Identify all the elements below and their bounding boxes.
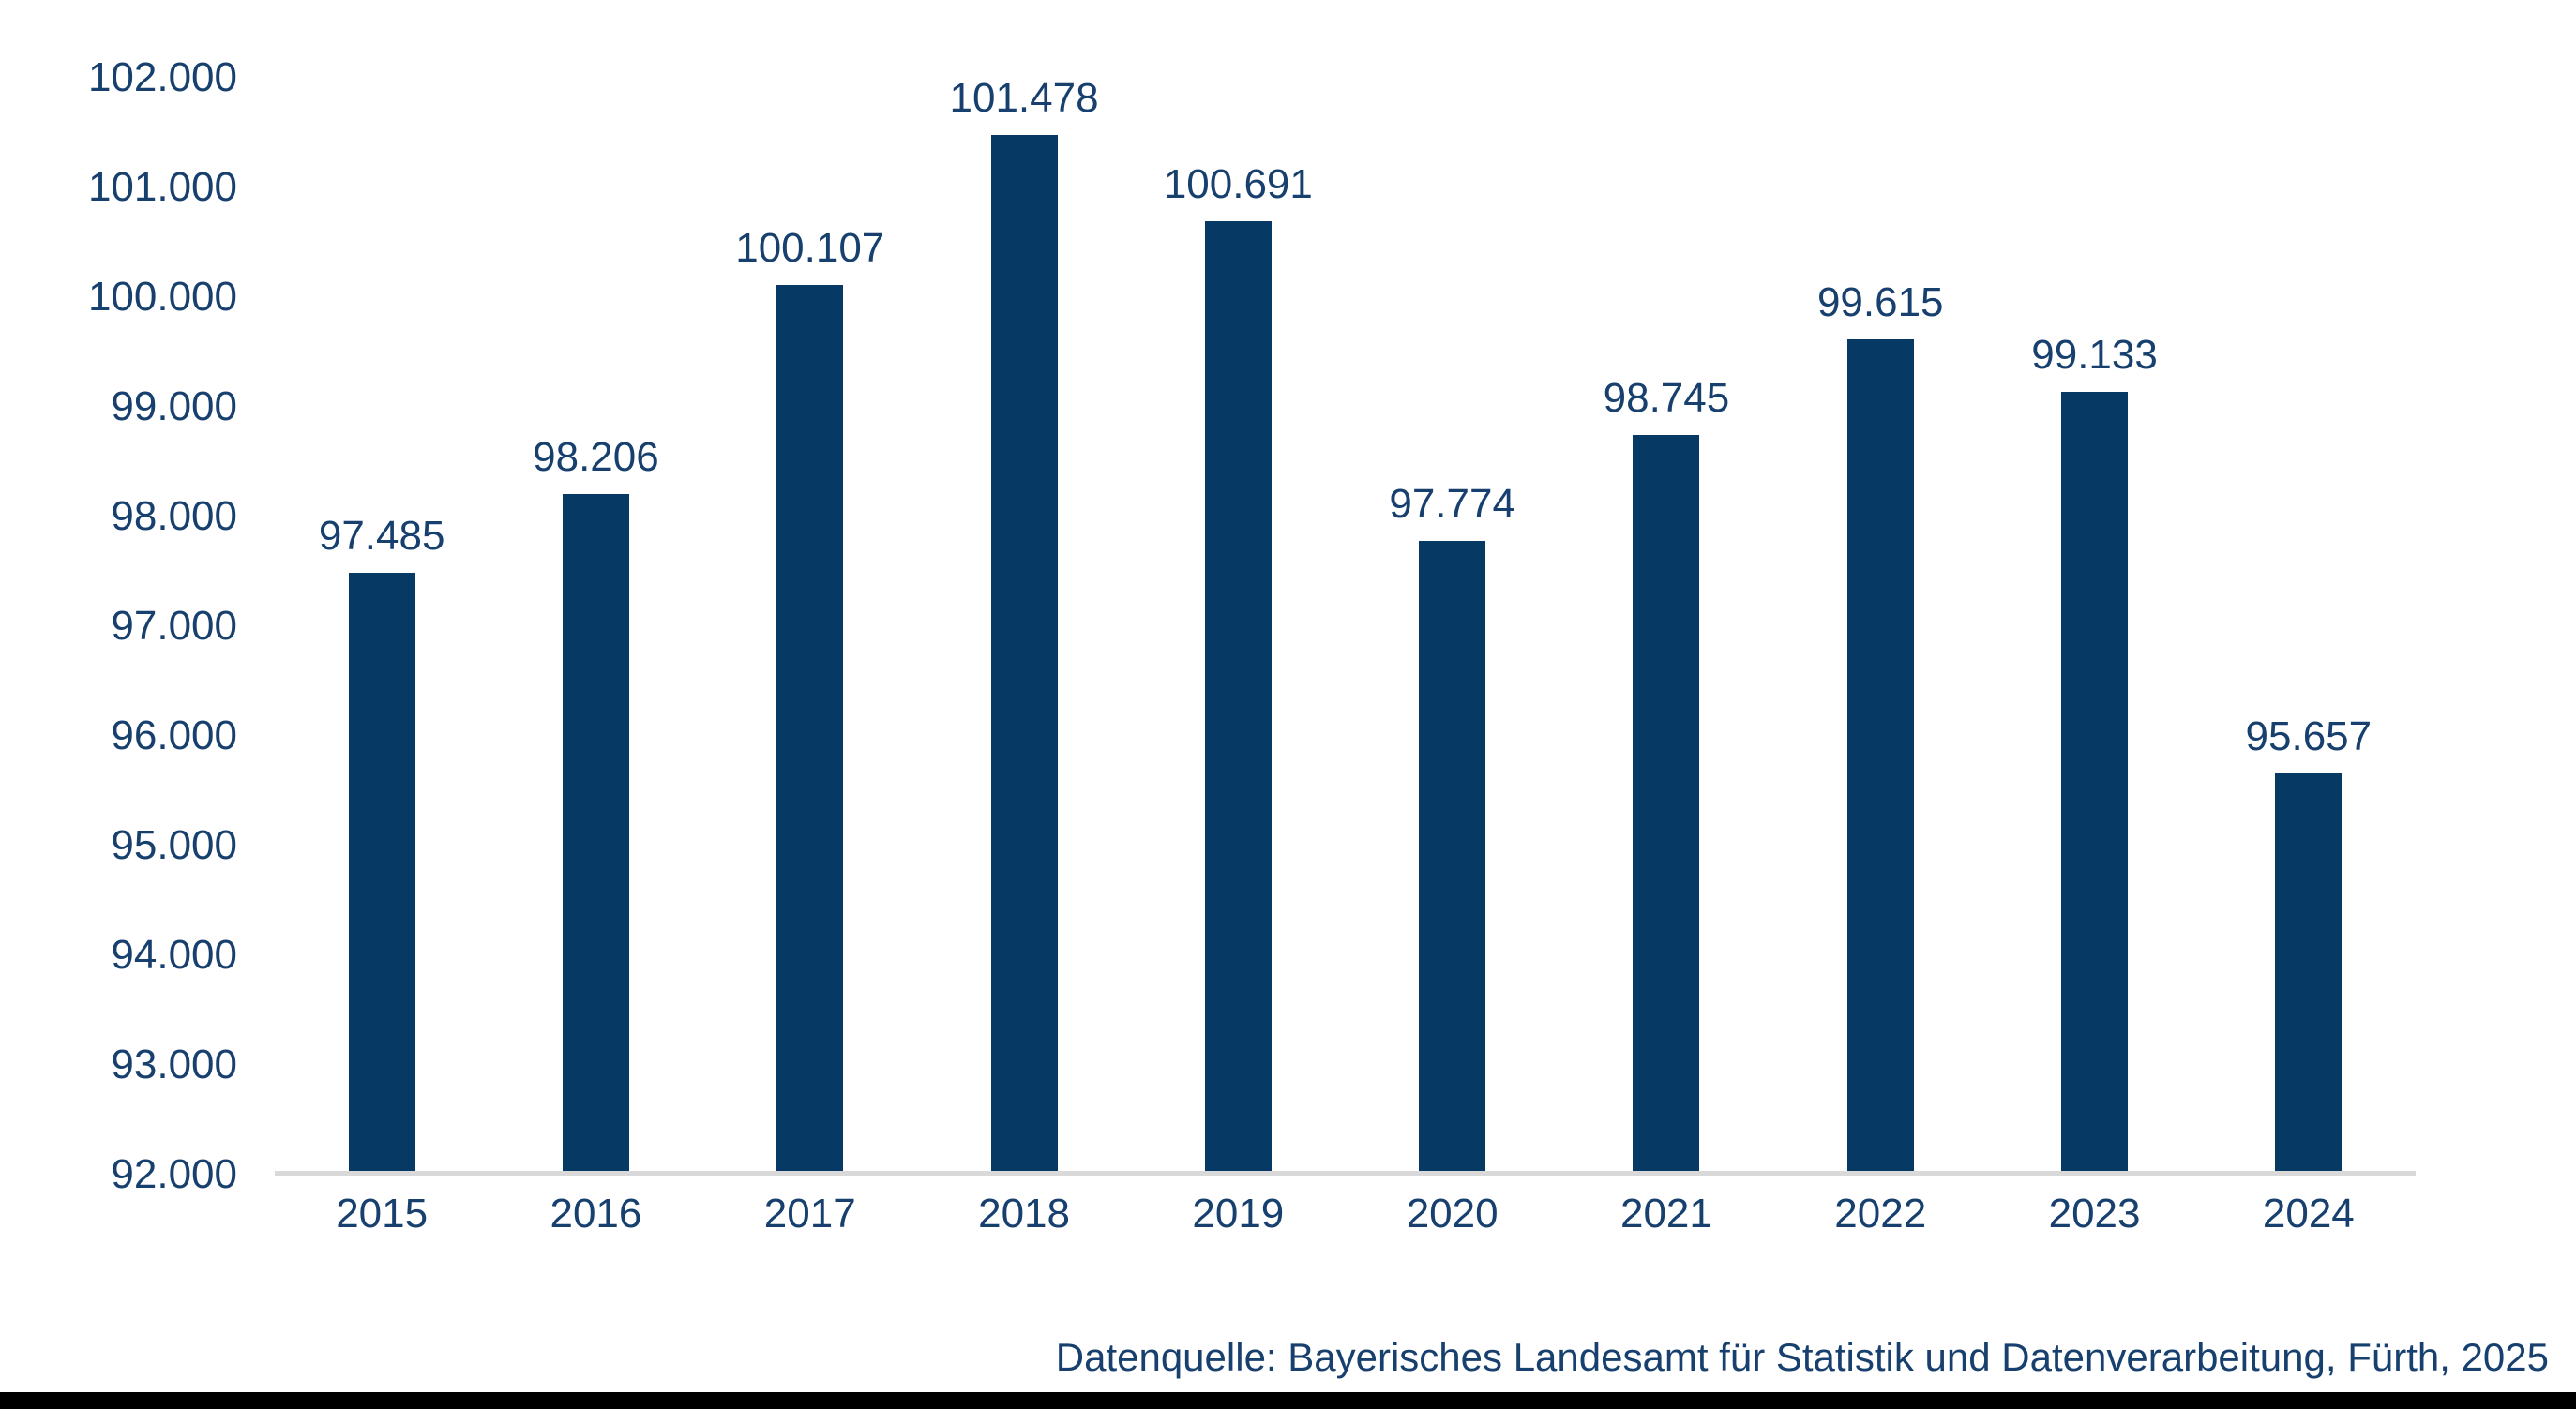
- y-tick-label: 98.000: [111, 493, 237, 539]
- bar-2017: [776, 285, 844, 1175]
- bar-2022: [1846, 339, 1914, 1175]
- y-tick-label: 100.000: [87, 274, 237, 320]
- y-tick-label: 96.000: [111, 712, 237, 758]
- x-tick-label-2023: 2023: [2048, 1191, 2141, 1237]
- x-tick-label-2024: 2024: [2262, 1191, 2355, 1237]
- y-tick-label: 93.000: [111, 1042, 237, 1087]
- bar-2020: [1419, 541, 1486, 1175]
- bar-value-label: 95.657: [2245, 713, 2373, 760]
- y-tick-label: 101.000: [87, 164, 237, 210]
- bar-value-label: 97.485: [318, 513, 445, 560]
- bar-value-label: 98.206: [533, 433, 659, 480]
- bar-2019: [1204, 221, 1272, 1175]
- bar-value-label: 100.107: [735, 225, 885, 272]
- y-tick-label: 102.000: [87, 54, 237, 100]
- x-tick-label-2020: 2020: [1406, 1191, 1499, 1237]
- bar-2024: [2275, 773, 2343, 1175]
- y-tick-label: 95.000: [111, 822, 237, 868]
- bar-2016: [562, 493, 629, 1175]
- x-tick-label-2016: 2016: [550, 1191, 642, 1237]
- bar-value-label: 99.133: [2031, 332, 2158, 379]
- bar-value-label: 101.478: [949, 75, 1099, 122]
- bar-value-label: 100.691: [1163, 161, 1313, 208]
- y-tick-label: 92.000: [111, 1151, 237, 1197]
- bar-2015: [348, 573, 415, 1175]
- x-tick-label-2017: 2017: [763, 1191, 856, 1237]
- x-tick-label-2021: 2021: [1619, 1191, 1712, 1237]
- bar-2021: [1633, 434, 1700, 1175]
- y-tick-label: 99.000: [111, 383, 237, 429]
- footer-stripe: [0, 1392, 2576, 1409]
- x-tick-label-2022: 2022: [1834, 1191, 1927, 1237]
- bar-value-label: 97.774: [1389, 481, 1515, 528]
- y-tick-label: 97.000: [111, 603, 237, 649]
- bar-2018: [990, 135, 1058, 1175]
- x-axis-line: [275, 1171, 2416, 1176]
- bar-value-label: 98.745: [1603, 374, 1730, 421]
- x-tick-label-2018: 2018: [978, 1191, 1070, 1237]
- bar-value-label: 99.615: [1816, 279, 1944, 326]
- y-tick-label: 94.000: [111, 932, 237, 978]
- source-note: Datenquelle: Bayerisches Landesamt für S…: [1055, 1335, 2549, 1379]
- x-tick-label-2019: 2019: [1192, 1191, 1285, 1237]
- bar-2023: [2061, 392, 2129, 1175]
- x-tick-label-2015: 2015: [336, 1191, 429, 1237]
